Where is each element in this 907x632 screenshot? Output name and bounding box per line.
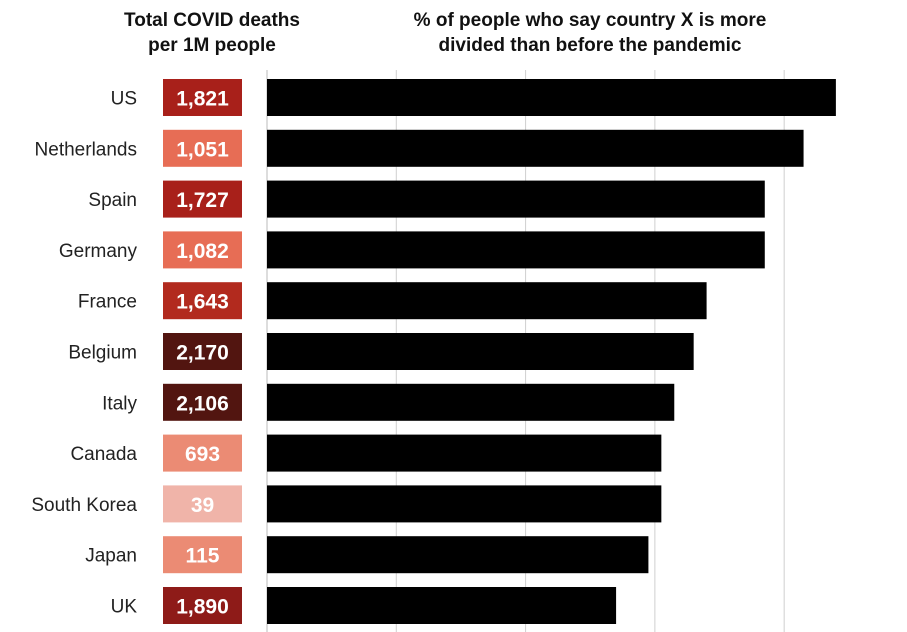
divided-bar [267, 434, 662, 472]
death-rate-label: 1,643 [176, 291, 229, 314]
death-rate-box [163, 536, 242, 574]
divided-bar [267, 79, 836, 116]
death-rate-box [163, 333, 242, 370]
death-rate-box [163, 180, 242, 218]
death-rate-label: 1,051 [176, 138, 229, 161]
country-label: Spain [88, 190, 137, 211]
divided-bar [267, 383, 675, 421]
country-label: South Korea [31, 495, 137, 516]
death-rate-box [163, 79, 242, 116]
country-label: France [78, 292, 137, 313]
country-label: Netherlands [35, 139, 137, 160]
country-label: Italy [102, 393, 137, 414]
death-rate-label: 39 [191, 494, 214, 517]
death-rate-box [163, 587, 242, 624]
country-label: Germany [59, 241, 138, 262]
country-label: Canada [70, 444, 137, 465]
divided-bar [267, 282, 707, 320]
divided-bar [267, 333, 694, 370]
death-rate-box [163, 282, 242, 320]
divided-bar [267, 536, 649, 574]
death-rate-label: 2,170 [176, 342, 229, 365]
deaths-column-title: Total COVID deaths per 1M people [124, 10, 300, 56]
country-label: UK [111, 597, 138, 618]
death-rate-label: 115 [186, 545, 220, 568]
country-label: US [111, 89, 137, 110]
death-rate-label: 1,727 [176, 189, 229, 212]
death-rate-box [163, 129, 242, 167]
death-rate-box [163, 434, 242, 472]
divided-bar [267, 587, 617, 624]
death-rate-label: 2,106 [176, 392, 229, 415]
divided-column-title: % of people who say country X is more div… [413, 10, 767, 56]
divided-bar [267, 180, 765, 218]
country-label: Belgium [68, 343, 137, 364]
death-rate-box [163, 383, 242, 421]
divided-bar [267, 231, 765, 269]
divided-bar [267, 129, 804, 167]
death-rate-box [163, 231, 242, 269]
death-rate-label: 1,890 [176, 596, 229, 619]
death-rate-label: 1,821 [176, 88, 229, 111]
country-label: Japan [85, 546, 137, 567]
death-rate-label: 1,082 [176, 240, 229, 263]
death-rate-label: 693 [185, 443, 220, 466]
divided-bar [267, 485, 662, 523]
death-rate-box [163, 485, 242, 523]
